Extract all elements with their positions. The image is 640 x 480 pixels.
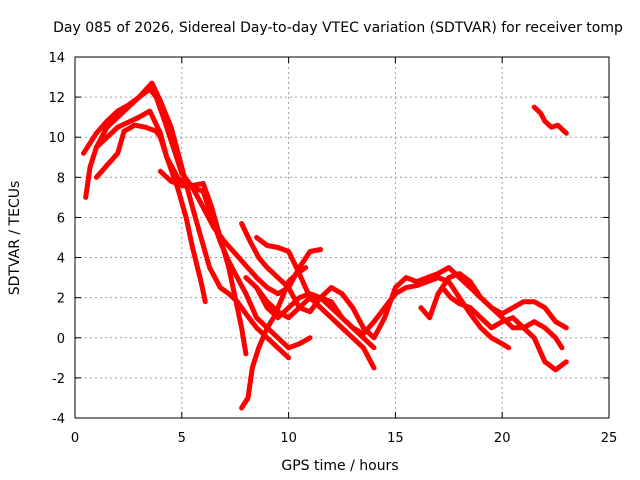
y-tick-label: 6 (57, 211, 65, 226)
chart-title: Day 085 of 2026, Sidereal Day-to-day VTE… (53, 20, 623, 36)
grid (75, 57, 609, 418)
series-track-7 (254, 235, 377, 371)
series-track-8 (239, 265, 309, 411)
series-trace (243, 275, 377, 351)
y-tick-label: 4 (57, 252, 65, 267)
y-axis-label: SDTVAR / TECUs (7, 181, 23, 296)
y-tick-label: 8 (57, 171, 65, 186)
series-trace (239, 221, 565, 351)
x-axis-label: GPS time / hours (281, 458, 398, 474)
series-trace (239, 265, 309, 411)
y-tick-label: 0 (57, 332, 65, 347)
series-trace (439, 285, 569, 373)
data-series (81, 80, 569, 411)
x-tick-label: 20 (494, 431, 511, 446)
x-tick-label: 0 (71, 431, 79, 446)
series-trace (81, 80, 292, 361)
y-tick-label: -4 (52, 412, 65, 427)
plot-frame (74, 56, 610, 419)
series-track-10 (243, 275, 377, 351)
axis-ticks: 0 5 10 15 20 25 -4 -2 0 2 4 6 8 10 12 14 (48, 51, 617, 446)
series-trace (93, 108, 249, 357)
y-tick-label: 14 (48, 51, 65, 66)
series-track-13 (531, 104, 569, 136)
series-track-12 (439, 285, 569, 373)
x-tick-label: 25 (601, 431, 618, 446)
series-trace (254, 275, 512, 351)
y-tick-label: 2 (57, 292, 65, 307)
y-tick-label: -2 (52, 372, 65, 387)
series-trace (93, 122, 208, 305)
series-track-4 (93, 108, 249, 357)
series-track-1 (81, 80, 292, 361)
x-tick-label: 15 (387, 431, 404, 446)
series-trace (254, 235, 377, 371)
y-tick-label: 10 (48, 131, 65, 146)
x-tick-label: 5 (178, 431, 186, 446)
series-track-3 (93, 122, 208, 305)
series-track-6 (239, 221, 565, 351)
series-track-9 (254, 275, 512, 351)
x-tick-label: 10 (280, 431, 297, 446)
y-tick-label: 12 (48, 91, 65, 106)
series-trace (531, 104, 569, 136)
